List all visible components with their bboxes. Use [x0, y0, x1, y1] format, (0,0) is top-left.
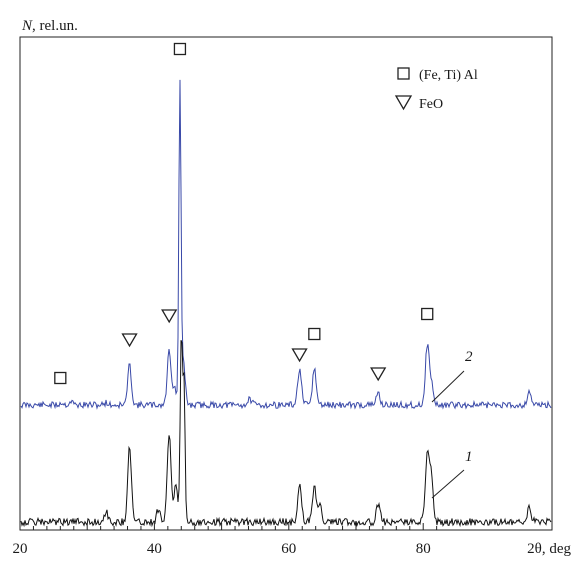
legend-square-icon: [397, 67, 410, 80]
legend-label-feo: FeO: [419, 97, 443, 112]
series-2-label: 2: [465, 349, 473, 365]
phase-marker-square-icon: [54, 371, 67, 385]
legend-label-fetial: (Fe, Ti) Al: [419, 68, 478, 83]
legend: (Fe, Ti) Al FeO: [394, 67, 478, 112]
phase-marker-triangle-icon: [291, 348, 308, 363]
legend-triangle-icon: [394, 95, 413, 111]
phase-marker-square-icon: [173, 42, 187, 56]
series-1-leader-line: [431, 469, 465, 499]
phase-marker-triangle-icon: [161, 309, 178, 324]
x-axis-ticks: 20 40 60 80 2θ, deg: [13, 523, 571, 557]
phase-marker-square-icon: [421, 307, 434, 321]
y-axis-unit: , rel.un.: [32, 18, 78, 34]
x-tick-label: 40: [147, 541, 162, 557]
series-1-line: [20, 340, 552, 528]
x-axis-title: 2θ, deg: [527, 541, 571, 557]
phase-marker-triangle-icon: [121, 333, 138, 348]
x-tick-label: 80: [416, 541, 431, 557]
x-tick-label: 60: [281, 541, 296, 557]
x-tick-label: 20: [13, 541, 28, 557]
y-axis-title: N, rel.un.: [21, 18, 78, 34]
phase-markers: [54, 42, 434, 385]
series-2-line: [20, 79, 552, 410]
series-2-leader-line: [431, 370, 465, 403]
series-1-label: 1: [465, 449, 473, 465]
phase-marker-triangle-icon: [370, 367, 387, 382]
phase-marker-square-icon: [308, 327, 321, 341]
y-axis-variable: N: [21, 18, 33, 34]
plot-frame: [19, 36, 553, 531]
